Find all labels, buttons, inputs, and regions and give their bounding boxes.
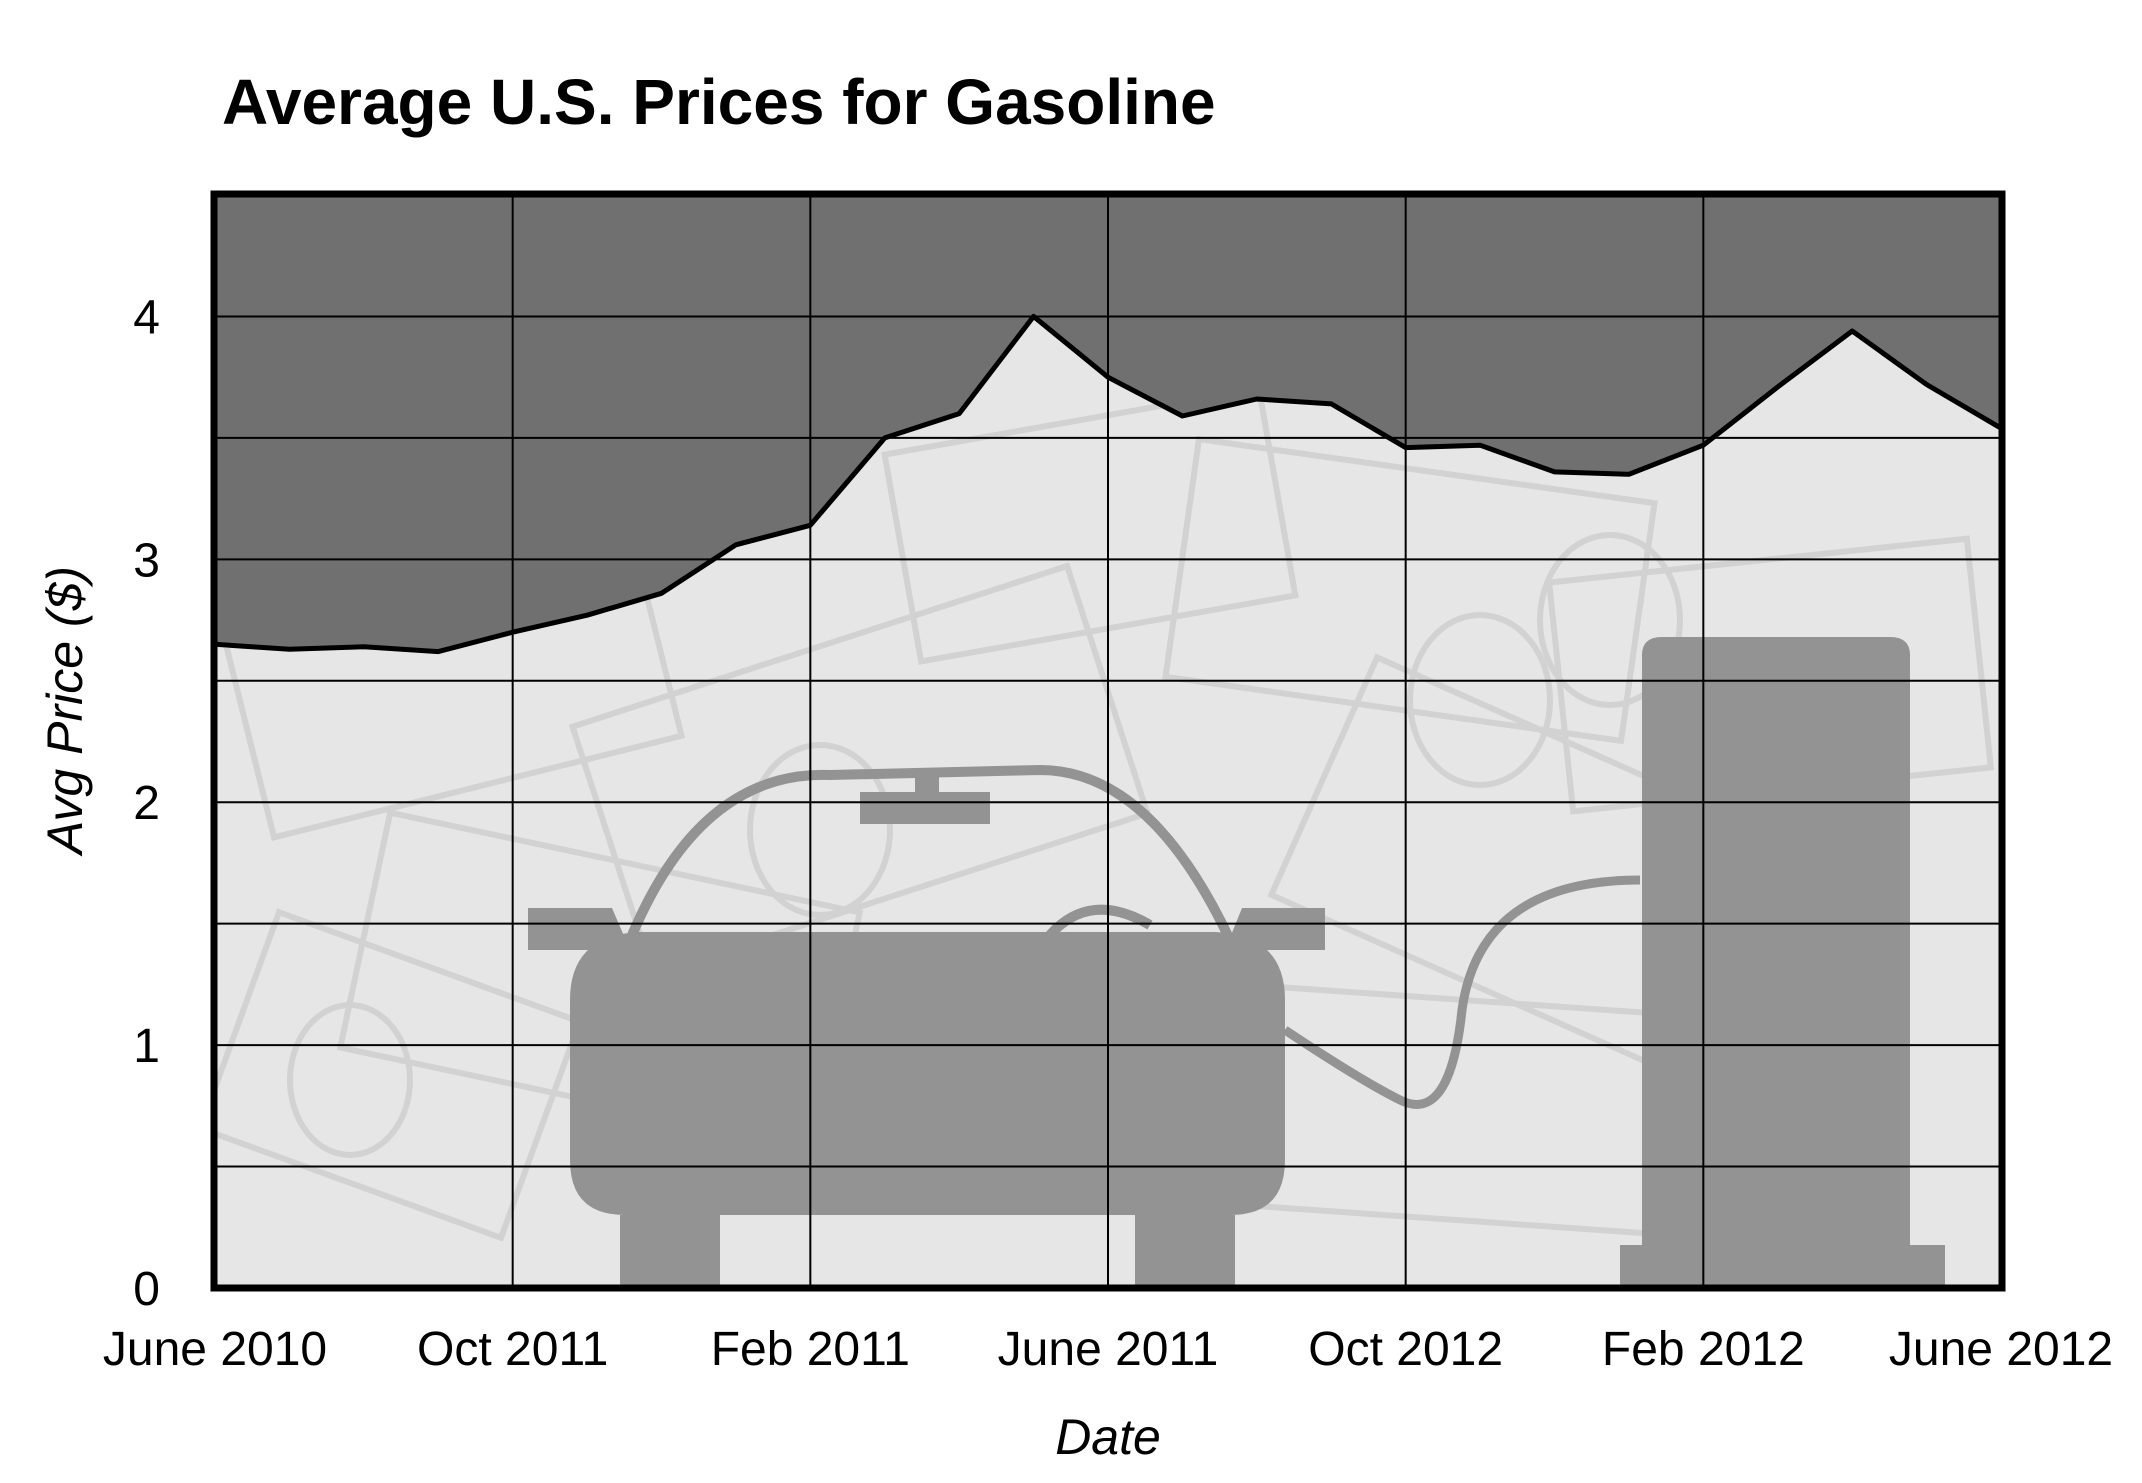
x-tick-label: June 2010 — [103, 1323, 327, 1376]
y-axis-ticks: 0 1 2 3 4 — [133, 291, 160, 1316]
y-tick-label: 2 — [133, 777, 160, 830]
chart-title: Average U.S. Prices for Gasoline — [222, 66, 1216, 138]
x-tick-label: Oct 2011 — [417, 1323, 608, 1376]
x-tick-label: June 2012 — [1889, 1323, 2113, 1376]
car-outline — [625, 764, 1235, 943]
x-axis-label: Date — [1055, 1409, 1161, 1465]
y-axis-label: Avg Price ($) — [37, 566, 93, 857]
x-tick-label: June 2011 — [998, 1323, 1219, 1376]
gas-pump-hose — [1282, 875, 1641, 1109]
grid-lines — [215, 195, 2001, 1288]
gas-pump-silhouette — [1620, 637, 1945, 1288]
x-axis-ticks: June 2010 Oct 2011 Feb 2011 June 2011 Oct 20… — [103, 1323, 2113, 1376]
y-tick-label: 4 — [133, 291, 160, 344]
x-tick-label: Feb 2011 — [711, 1323, 910, 1376]
plot-frame — [210, 190, 2006, 1292]
price-series-line — [215, 313, 2001, 655]
car-silhouette — [528, 772, 1325, 1288]
y-tick-label: 3 — [133, 534, 160, 587]
y-tick-label: 1 — [133, 1020, 160, 1073]
x-tick-label: Feb 2012 — [1602, 1323, 1805, 1376]
x-tick-label: Oct 2012 — [1308, 1323, 1503, 1376]
y-tick-label: 0 — [133, 1263, 160, 1316]
